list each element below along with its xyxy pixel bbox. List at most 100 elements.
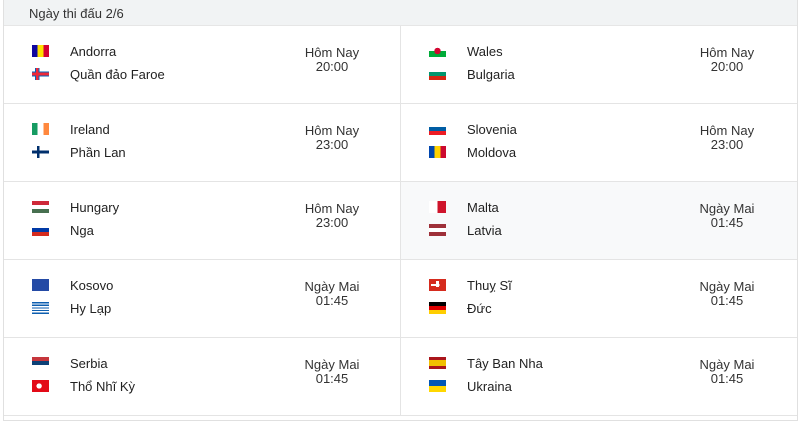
match-time: 01:45 (710, 215, 744, 230)
match-time: 01:45 (315, 371, 349, 386)
away-team: Hy Lạp (32, 300, 111, 316)
kickoff-time: Ngày Mai 01:45 (292, 280, 372, 308)
away-team: Ukraina (429, 378, 512, 394)
flag-icon (32, 123, 49, 135)
team-name: Wales (467, 43, 503, 59)
flag-icon (32, 146, 49, 158)
match-row[interactable]: Hungary Nga Hôm Nay 23:00 (4, 182, 401, 260)
match-time: 01:45 (710, 371, 744, 386)
flag-icon (429, 302, 446, 314)
flag-icon (32, 380, 49, 392)
home-team: Hungary (32, 199, 119, 215)
team-name: Kosovo (70, 277, 114, 293)
match-row[interactable]: Andorra Quần đảo Faroe Hôm Nay 20:00 (4, 26, 401, 104)
home-team: Thuỵ Sĩ (429, 277, 512, 293)
away-team: Latvia (429, 222, 502, 238)
home-team: Tây Ban Nha (429, 355, 543, 371)
match-row[interactable]: Thuỵ Sĩ Đức Ngày Mai 01:45 (401, 260, 797, 338)
team-name: Phần Lan (70, 144, 126, 160)
team-name: Slovenia (467, 121, 517, 137)
flag-icon (32, 68, 49, 80)
team-name: Ireland (70, 121, 110, 137)
team-name: Đức (467, 300, 492, 316)
home-team: Slovenia (429, 121, 517, 137)
flag-icon (32, 201, 49, 213)
kickoff-time: Hôm Nay 20:00 (687, 46, 767, 74)
away-team: Quần đảo Faroe (32, 66, 165, 82)
home-team: Serbia (32, 355, 108, 371)
match-row[interactable]: Slovenia Moldova Hôm Nay 23:00 (401, 104, 797, 182)
team-name: Andorra (70, 43, 117, 59)
match-row[interactable]: Tây Ban Nha Ukraina Ngày Mai 01:45 (401, 338, 797, 416)
away-team: Phần Lan (32, 144, 126, 160)
flag-icon (429, 45, 446, 57)
team-name: Quần đảo Faroe (70, 66, 165, 82)
flag-icon (32, 224, 49, 236)
team-name: Serbia (70, 355, 108, 371)
match-day: Hôm Nay (699, 45, 755, 60)
match-row[interactable]: Kosovo Hy Lạp Ngày Mai 01:45 (4, 260, 401, 338)
flag-icon (429, 201, 446, 213)
match-day: Ngày Mai (699, 201, 755, 216)
team-name: Hungary (70, 199, 120, 215)
match-day: Hôm Nay (304, 123, 360, 138)
team-name: Moldova (467, 144, 517, 160)
match-day: Ngày Mai (699, 357, 755, 372)
kickoff-time: Hôm Nay 20:00 (292, 46, 372, 74)
team-name: Tây Ban Nha (467, 355, 543, 371)
match-day: Hôm Nay (304, 201, 360, 216)
team-name: Latvia (467, 222, 502, 238)
home-team: Wales (429, 43, 503, 59)
team-name: Thuỵ Sĩ (467, 277, 512, 293)
match-day: Ngày Mai (304, 357, 360, 372)
flag-icon (429, 224, 446, 236)
kickoff-time: Hôm Nay 23:00 (292, 202, 372, 230)
kickoff-time: Ngày Mai 01:45 (687, 358, 767, 386)
flag-icon (429, 68, 446, 80)
team-name: Bulgaria (467, 66, 515, 82)
kickoff-time: Ngày Mai 01:45 (687, 280, 767, 308)
kickoff-time: Hôm Nay 23:00 (292, 124, 372, 152)
flag-icon (429, 123, 446, 135)
flag-icon (32, 357, 49, 369)
team-name: Thổ Nhĩ Kỳ (70, 378, 136, 394)
match-row[interactable]: Serbia Thổ Nhĩ Kỳ Ngày Mai 01:45 (4, 338, 401, 416)
away-team: Nga (32, 222, 94, 238)
fixtures-card: Ngày thi đấu 2/6 Andorra Quần đảo Faroe … (3, 0, 798, 421)
home-team: Malta (429, 199, 499, 215)
match-row[interactable]: Wales Bulgaria Hôm Nay 20:00 (401, 26, 797, 104)
matchday-header: Ngày thi đấu 2/6 (4, 0, 797, 26)
flag-icon (32, 302, 49, 314)
team-name: Ukraina (467, 378, 512, 394)
fixtures-grid: Andorra Quần đảo Faroe Hôm Nay 20:00 Wale… (4, 26, 797, 416)
match-day: Hôm Nay (304, 45, 360, 60)
away-team: Đức (429, 300, 492, 316)
match-day: Hôm Nay (699, 123, 755, 138)
match-row[interactable]: Ireland Phần Lan Hôm Nay 23:00 (4, 104, 401, 182)
home-team: Ireland (32, 121, 110, 137)
kickoff-time: Ngày Mai 01:45 (687, 202, 767, 230)
home-team: Kosovo (32, 277, 113, 293)
flag-icon (429, 357, 446, 369)
match-time: 01:45 (315, 293, 349, 308)
match-time: 20:00 (710, 59, 744, 74)
flag-icon (429, 279, 446, 291)
team-name: Malta (467, 199, 499, 215)
match-time: 01:45 (710, 293, 744, 308)
flag-icon (32, 45, 49, 57)
match-day: Ngày Mai (304, 279, 360, 294)
match-time: 23:00 (315, 215, 349, 230)
match-day: Ngày Mai (699, 279, 755, 294)
flag-icon (32, 279, 49, 291)
match-time: 20:00 (315, 59, 349, 74)
kickoff-time: Hôm Nay 23:00 (687, 124, 767, 152)
home-team: Andorra (32, 43, 116, 59)
away-team: Moldova (429, 144, 516, 160)
match-row[interactable]: Malta Latvia Ngày Mai 01:45 (401, 182, 797, 260)
match-time: 23:00 (315, 137, 349, 152)
flag-icon (429, 380, 446, 392)
match-time: 23:00 (710, 137, 744, 152)
flag-icon (429, 146, 446, 158)
team-name: Nga (70, 222, 94, 238)
away-team: Bulgaria (429, 66, 515, 82)
